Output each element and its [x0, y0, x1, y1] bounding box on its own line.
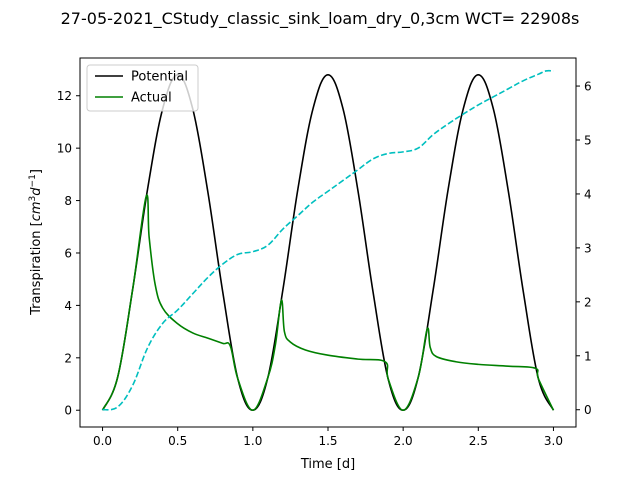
y-axis-label-unit-d-exp: −1: [28, 174, 38, 187]
y-left-tick-label: 0: [64, 404, 72, 418]
x-tick-label: 2.0: [394, 434, 413, 448]
x-tick-label: 3.0: [544, 434, 563, 448]
x-tick-label: 1.0: [243, 434, 262, 448]
x-axis-label: Time [d]: [300, 457, 355, 472]
x-ticks: 0.0 0.5 1.0 1.5 2.0 2.5 3.0: [93, 427, 563, 448]
y-left-tick-label: 8: [64, 194, 72, 208]
chart-title: 27-05-2021_CStudy_classic_sink_loam_dry_…: [61, 9, 580, 29]
series-line-right-axis: [102, 69, 554, 411]
y-axis-label: Transpiration [cm3d−1]: [28, 169, 44, 316]
y-right-tick-label: 2: [584, 295, 592, 309]
y-axis-label-text: Transpiration [: [29, 221, 44, 316]
y-axis-label-close: ]: [29, 169, 44, 174]
y-left-tick-label: 10: [57, 142, 72, 156]
legend-actual-label: Actual: [131, 91, 172, 106]
y-left-tick-label: 4: [64, 299, 72, 313]
legend: Potential Actual: [86, 64, 199, 112]
y-right-tick-label: 5: [584, 134, 592, 148]
y-left-tick-label: 6: [64, 246, 72, 260]
y-left-tick-label: 12: [57, 89, 72, 103]
y-right-tick-label: 3: [584, 241, 592, 255]
y-right-ticks: 0 1 2 3 4 5 6: [576, 80, 592, 417]
y-right-tick-label: 6: [584, 80, 592, 94]
y-axis-label-unit: cm: [29, 201, 44, 221]
y-right-tick-label: 0: [584, 403, 592, 417]
y-right-tick-label: 1: [584, 349, 592, 363]
y-left-ticks: 0 2 4 6 8 10 12: [57, 89, 80, 418]
y-right-tick-label: 4: [584, 187, 592, 201]
x-tick-label: 0.0: [93, 434, 112, 448]
y-axis-label-unit-d: d: [29, 187, 44, 196]
x-tick-label: 1.5: [318, 434, 337, 448]
x-tick-label: 2.5: [469, 434, 488, 448]
legend-potential-label: Potential: [131, 70, 188, 85]
x-tick-label: 0.5: [168, 434, 187, 448]
y-axis-label-unit-exp: 3: [28, 196, 38, 202]
y-left-tick-label: 2: [64, 351, 72, 365]
series-line-actual: [101, 194, 555, 412]
axes-frame: [79, 57, 577, 428]
